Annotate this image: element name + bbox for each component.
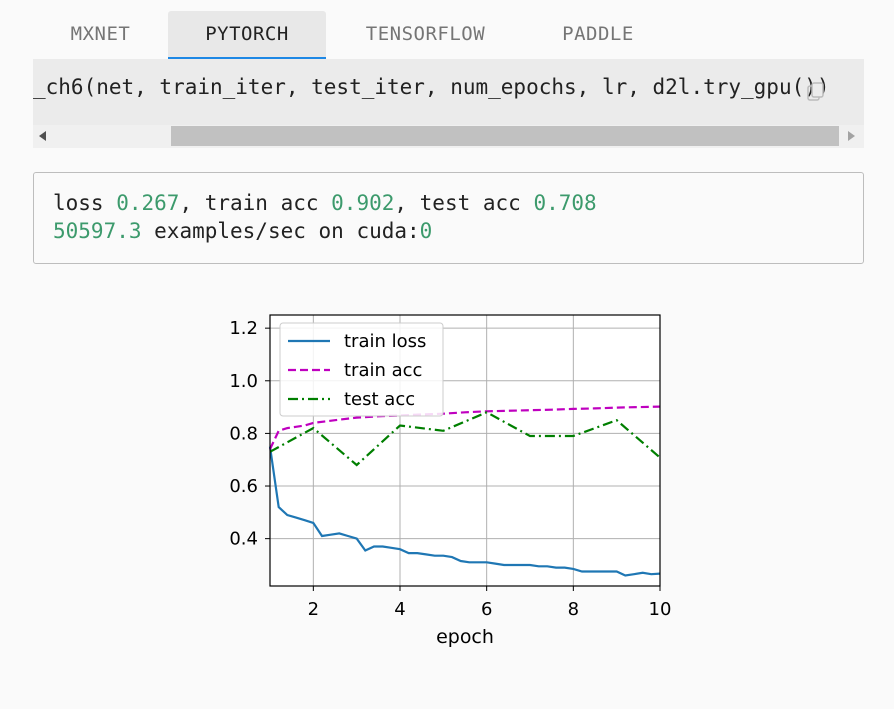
examples-rate-value: 50597.3 bbox=[53, 219, 142, 243]
output-block: loss 0.267, train acc 0.902, test acc 0.… bbox=[33, 172, 864, 264]
scroll-right-arrow-icon[interactable] bbox=[848, 131, 855, 141]
test-acc-label: , test acc bbox=[394, 191, 534, 215]
x-tick-label: 8 bbox=[568, 599, 579, 620]
y-tick-label: 0.4 bbox=[229, 529, 258, 550]
tab-pytorch[interactable]: PYTORCH bbox=[168, 11, 326, 60]
tab-mxnet[interactable]: MXNET bbox=[70, 23, 131, 45]
y-tick-label: 1.0 bbox=[229, 371, 258, 392]
test-acc-value: 0.708 bbox=[533, 191, 597, 215]
copy-icon[interactable] bbox=[807, 82, 825, 102]
legend-box bbox=[279, 322, 444, 417]
x-tick-label: 2 bbox=[308, 599, 319, 620]
y-tick-label: 1.2 bbox=[229, 318, 258, 339]
device-index-value: 0 bbox=[419, 219, 433, 243]
train-acc-label: , train acc bbox=[179, 191, 332, 215]
plot-frame bbox=[269, 314, 661, 587]
y-tick-label: 0.8 bbox=[229, 423, 258, 444]
scroll-left-arrow-icon[interactable] bbox=[39, 131, 46, 141]
series-line-train-loss bbox=[268, 446, 661, 577]
loss-label: loss bbox=[53, 191, 117, 215]
code-block: _ch6(net, train_iter, test_iter, num_epo… bbox=[33, 59, 864, 148]
output-line-2: 50597.3 examples/sec on cuda:0 bbox=[53, 219, 432, 243]
output-line-1: loss 0.267, train acc 0.902, test acc 0.… bbox=[53, 191, 597, 215]
x-tick-label: 4 bbox=[394, 599, 405, 620]
x-axis-label: epoch bbox=[436, 626, 494, 648]
legend-label: train acc bbox=[344, 360, 422, 381]
loss-value: 0.267 bbox=[116, 191, 180, 215]
x-tick-label: 10 bbox=[649, 599, 672, 620]
horizontal-scrollbar[interactable] bbox=[33, 125, 864, 148]
code-line: _ch6(net, train_iter, test_iter, num_epo… bbox=[33, 75, 830, 99]
legend-label: test acc bbox=[344, 389, 415, 410]
examples-rate-label: examples/sec on cuda: bbox=[141, 219, 420, 243]
tab-tensorflow[interactable]: TENSORFLOW bbox=[365, 23, 486, 45]
x-tick-label: 6 bbox=[481, 599, 492, 620]
framework-tabs: MXNET PYTORCH TENSORFLOW PADDLE bbox=[33, 11, 864, 60]
train-acc-value: 0.902 bbox=[331, 191, 395, 215]
legend-label: train loss bbox=[344, 331, 426, 352]
tab-paddle[interactable]: PADDLE bbox=[562, 23, 634, 45]
scroll-thumb[interactable] bbox=[171, 126, 839, 146]
y-tick-label: 0.6 bbox=[229, 476, 258, 497]
